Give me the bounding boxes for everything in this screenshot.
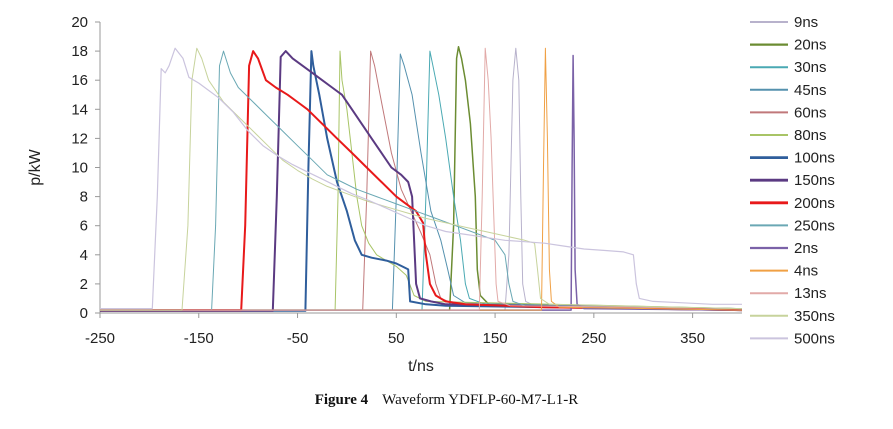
series-line-2ns	[100, 54, 743, 311]
y-tick-label: 4	[80, 247, 88, 264]
legend-label-500ns: 500ns	[794, 330, 835, 347]
series-line-80ns	[100, 50, 743, 311]
y-tick-label: 16	[71, 72, 88, 89]
x-tick-label: 150	[483, 330, 508, 347]
y-tick-label: 18	[71, 43, 88, 60]
x-tick-label: -50	[287, 330, 309, 347]
series-lines	[100, 45, 743, 312]
y-tick-label: 8	[80, 189, 88, 206]
y-tick-label: 14	[71, 101, 88, 118]
figure-caption: Figure 4 Waveform YDFLP-60-M7-L1-R	[0, 392, 893, 409]
figure-label: Figure 4	[314, 392, 369, 408]
y-tick-label: 0	[80, 305, 88, 322]
series-line-20ns	[100, 45, 743, 311]
series-line-250ns	[100, 50, 743, 311]
y-tick-label: 10	[71, 160, 88, 177]
legend-label-350ns: 350ns	[794, 308, 835, 325]
legend-label-250ns: 250ns	[794, 217, 835, 234]
series-line-9ns	[100, 47, 743, 311]
y-axis-title: p/kW	[27, 148, 44, 185]
y-tick-label: 20	[71, 14, 88, 31]
series-line-500ns	[100, 47, 742, 310]
y-tick-label: 2	[80, 276, 88, 293]
series-line-60ns	[100, 50, 743, 311]
legend-label-150ns: 150ns	[794, 172, 835, 189]
figure-caption-text: Waveform YDFLP-60-M7-L1-R	[382, 392, 579, 408]
legend-label-100ns: 100ns	[794, 150, 835, 167]
legend-label-9ns: 9ns	[794, 14, 818, 31]
x-tick-label: -250	[85, 330, 115, 347]
legend-label-2ns: 2ns	[794, 240, 818, 257]
x-tick-label: 50	[388, 330, 405, 347]
y-tick-label: 6	[80, 218, 88, 235]
x-tick-label: -150	[184, 330, 214, 347]
legend-label-60ns: 60ns	[794, 104, 827, 121]
series-line-4ns	[100, 47, 743, 311]
legend-label-4ns: 4ns	[794, 263, 818, 280]
legend-label-13ns: 13ns	[794, 285, 827, 302]
series-line-13ns	[100, 47, 743, 311]
x-tick-label: 350	[680, 330, 705, 347]
axes: 0 2 4 6 8 10 12 14 16 18 20 -250 -150 -50 50 150 250 350	[71, 14, 742, 347]
series-line-200ns	[100, 50, 743, 312]
y-tick-label: 12	[71, 130, 88, 147]
series-line-350ns	[100, 47, 743, 311]
series-line-45ns	[100, 53, 743, 311]
legend-label-20ns: 20ns	[794, 37, 827, 54]
legend-label-200ns: 200ns	[794, 195, 835, 212]
x-tick-label: 250	[581, 330, 606, 347]
series-line-100ns	[100, 50, 743, 312]
series-line-150ns	[100, 50, 743, 312]
series-line-30ns	[100, 50, 743, 311]
legend-label-80ns: 80ns	[794, 127, 827, 144]
legend-label-45ns: 45ns	[794, 82, 827, 99]
legend: 9ns 20ns 30ns 45ns 60ns 80ns 100ns 150ns 200ns 25…	[750, 14, 835, 347]
x-axis-title: t/ns	[408, 358, 434, 375]
legend-label-30ns: 30ns	[794, 59, 827, 76]
